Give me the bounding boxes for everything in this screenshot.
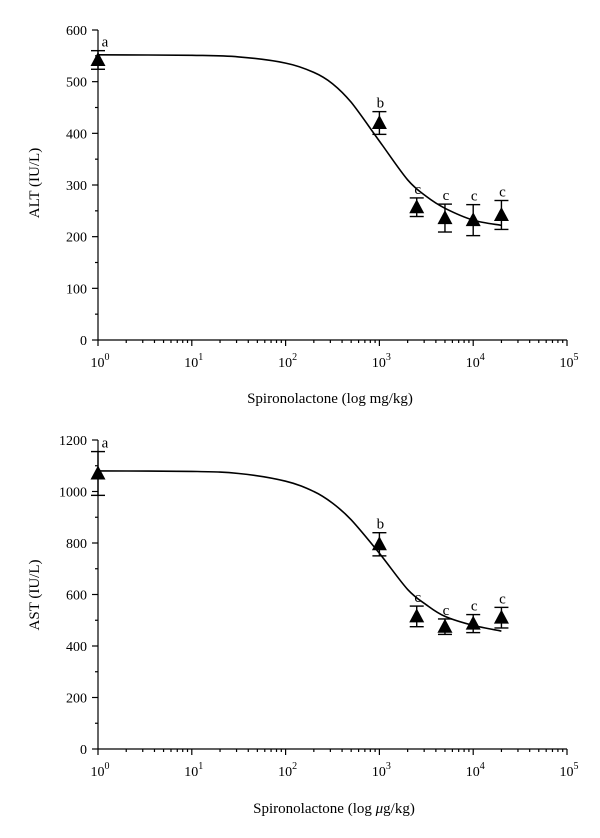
ast-x-tick-label: 105	[560, 761, 579, 780]
ast-x-tick-label: 104	[466, 761, 485, 780]
ast-y-tick-label: 800	[66, 537, 87, 552]
alt-significance-letter: c	[499, 185, 506, 201]
alt-fit-curve	[97, 54, 502, 227]
alt-data-marker	[493, 206, 509, 221]
ast-y-tick-label: 200	[66, 692, 87, 707]
alt-significance-letter: c	[414, 182, 421, 198]
alt-y-tick-label: 400	[66, 127, 87, 142]
ast-data-marker	[493, 609, 509, 624]
ast-data-marker	[90, 465, 106, 480]
ast-fit-curve-layer	[97, 470, 502, 632]
alt-significance-letter: a	[102, 35, 109, 51]
alt-x-tick-label: 103	[372, 352, 391, 371]
ast-y-tick-label: 600	[66, 589, 87, 604]
alt-data-marker	[465, 212, 481, 227]
alt-data-marker	[90, 51, 106, 66]
alt-axes: 0 100 200 300 400 500 600 100 101 102 103 104 105	[66, 24, 579, 371]
alt-x-tick-label: 101	[184, 352, 203, 371]
alt-data-marker	[437, 210, 453, 225]
alt-y-tick-label: 500	[66, 76, 87, 91]
ast-x-title-mu: μ	[375, 801, 384, 817]
ast-x-title-prefix: Spironolactone (log	[253, 801, 375, 817]
ast-significance-letter: c	[414, 590, 421, 606]
ast-y-tick-label: 0	[80, 743, 87, 758]
ast-data-marker	[371, 536, 387, 551]
alt-chart: 0 100 200 300 400 500 600 100 101 102 103 104 105 a b…	[27, 24, 579, 407]
ast-y-tick-label: 400	[66, 640, 87, 655]
ast-significance-letter: a	[102, 436, 109, 452]
ast-significance-letter: c	[499, 591, 506, 607]
ast-significance-letter: c	[443, 603, 450, 619]
ast-x-tick-label: 100	[91, 761, 110, 780]
alt-y-axis-title: ALT (IU/L)	[27, 148, 43, 218]
alt-points: a b c c c c	[90, 35, 509, 237]
ast-y-tick-label: 1200	[59, 434, 87, 449]
alt-significance-letter: c	[443, 188, 450, 204]
alt-fit-curve-layer	[97, 54, 502, 227]
ast-x-tick-label: 103	[372, 761, 391, 780]
ast-x-title-suffix: g/kg)	[383, 801, 415, 817]
alt-x-tick-label: 100	[91, 352, 110, 371]
alt-x-tick-label: 102	[278, 352, 297, 371]
alt-y-tick-label: 600	[66, 24, 87, 39]
ast-data-marker	[465, 615, 481, 630]
alt-data-marker	[409, 199, 425, 214]
ast-data-marker	[409, 608, 425, 623]
ast-fit-curve	[97, 470, 502, 632]
ast-y-tick-label: 1000	[59, 486, 87, 501]
alt-significance-letter: c	[471, 189, 478, 205]
ast-significance-letter: b	[377, 517, 385, 533]
ast-y-axis-title: AST (IU/L)	[27, 560, 43, 631]
ast-axes: 0 200 400 600 800 1000 1200 100 101 102 103 104 105	[59, 434, 579, 780]
alt-x-tick-label: 105	[560, 352, 579, 371]
ast-significance-letter: c	[471, 599, 478, 615]
ast-data-marker	[437, 618, 453, 633]
alt-x-tick-label: 104	[466, 352, 485, 371]
ast-x-axis-title: Spironolactone (log μg/kg)	[253, 801, 415, 817]
alt-y-tick-label: 100	[66, 282, 87, 297]
alt-y-tick-label: 300	[66, 179, 87, 194]
alt-x-axis-title: Spironolactone (log mg/kg)	[247, 391, 413, 407]
ast-points: a b c c c c	[90, 436, 509, 636]
alt-y-tick-label: 0	[80, 334, 87, 349]
alt-significance-letter: b	[377, 96, 385, 112]
alt-data-marker	[371, 115, 387, 129]
alt-y-tick-label: 200	[66, 231, 87, 246]
ast-x-tick-label: 101	[184, 761, 203, 780]
ast-x-tick-label: 102	[278, 761, 297, 780]
